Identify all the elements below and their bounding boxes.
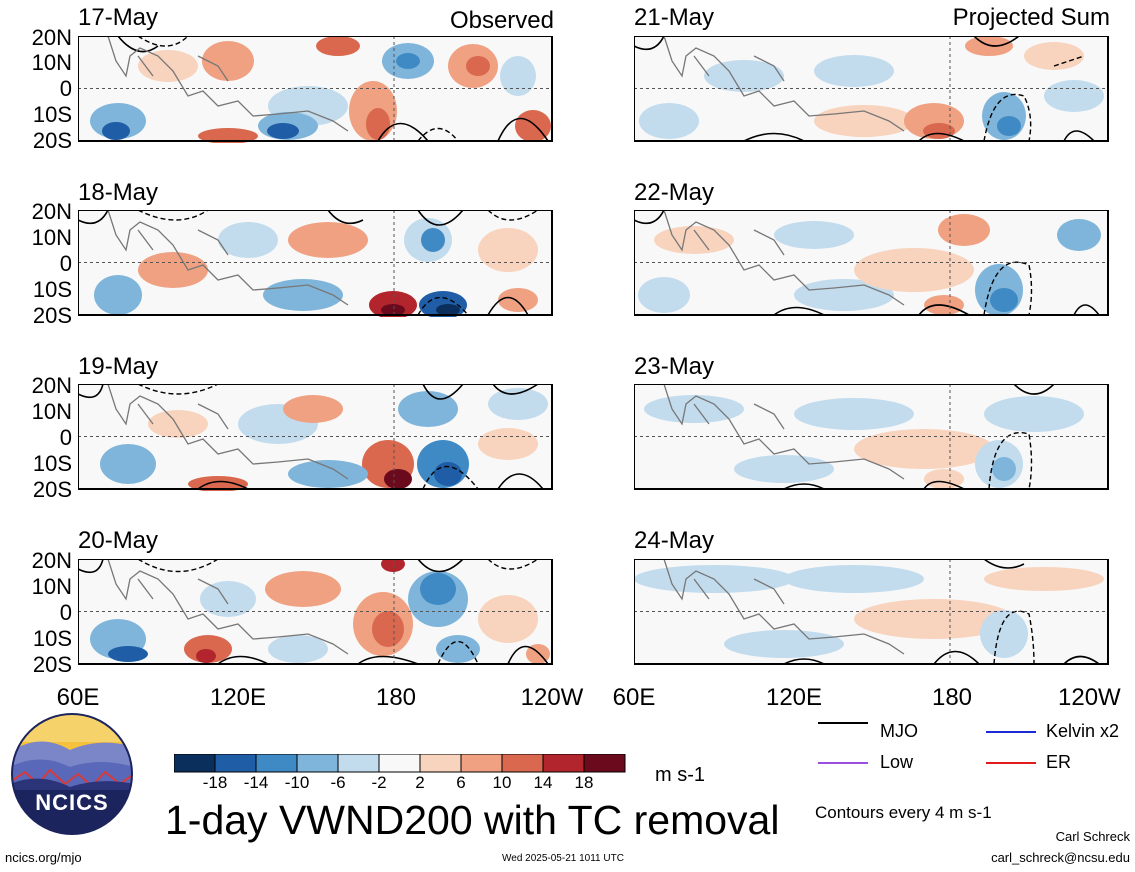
x-tick-60e: 60E [612,684,656,711]
colorbar-tick-label: 2 [415,773,425,792]
legend-low-label: Low [880,752,914,772]
footer-url[interactable]: ncics.org/mjo [5,850,82,865]
y-tick-eq: 0 [59,76,72,101]
y-tick-10n: 10N [31,50,72,75]
y-tick-eq: 0 [59,600,72,625]
colorbar-swatch [337,753,380,773]
y-tick-eq: 0 [59,251,72,276]
colorbar-tick-label: -18 [202,773,228,792]
figure-title: 1-day VWND200 with TC removal [165,797,780,843]
y-tick-10n: 10N [31,225,72,250]
map-plot[interactable] [78,36,553,143]
y-tick-20n: 20N [31,25,72,50]
x-tick-60e: 60E [56,684,100,711]
y-tick-20n: 20N [31,199,72,224]
colorbar-swatch [214,753,257,773]
panel-tag-label: Observed [449,7,554,34]
colorbar-swatch [501,753,544,773]
y-tick-10s: 10S [32,277,72,302]
panel-tag-label: Projected Sum [952,4,1110,31]
y-tick-10s: 10S [32,451,72,476]
colorbar-swatch [542,753,585,773]
y-tick-20s: 20S [32,303,72,328]
y-tick-eq: 0 [59,425,72,450]
colorbar-tick-label: 10 [492,773,512,792]
y-tick-20s: 20S [32,652,72,677]
colorbar-units: m s-1 [655,764,705,786]
y-tick-10s: 10S [32,102,72,127]
legend-kelvin-label: Kelvin x2 [1046,721,1120,741]
panel-date-label: 24-May [634,527,715,554]
colorbar-tick-label: -2 [371,773,387,792]
y-tick-10n: 10N [31,574,72,599]
colorbar-tick-label: -6 [330,773,346,792]
y-tick-20n: 20N [31,373,72,398]
logo-text: NCICS [35,790,109,815]
colorbar-tick-label: -10 [284,773,310,792]
footer-timestamp: Wed 2025-05-21 1011 UTC [502,853,624,864]
map-plot[interactable] [78,210,553,317]
panel-date-label: 20-May [78,527,159,554]
legend-er-line [986,762,1036,764]
panel-date-label: 21-May [634,4,715,31]
panel-date-label: 19-May [78,353,159,380]
legend-er-label: ER [1046,752,1072,772]
colorbar-swatch [583,753,626,773]
colorbar-swatch [255,753,298,773]
panel-date-label: 23-May [634,353,715,380]
x-tick-120e: 120E [209,684,267,711]
map-plot[interactable] [634,384,1109,490]
footer-author: Carl Schreck [1055,829,1130,844]
x-tick-120w: 120W [520,684,584,711]
panel-date-label: 17-May [78,4,159,31]
x-tick-180: 180 [931,684,973,711]
map-plot[interactable] [78,384,553,491]
y-tick-20n: 20N [31,548,72,573]
y-tick-20s: 20S [32,128,72,153]
map-plot[interactable] [634,559,1109,665]
panel-date-label: 22-May [634,179,715,206]
legend-low-line [818,762,868,764]
colorbar-swatch [296,753,339,773]
y-tick-10s: 10S [32,626,72,651]
colorbar-tick-label: 6 [456,773,466,792]
map-plot[interactable] [634,210,1109,316]
x-tick-180: 180 [375,684,417,711]
colorbar-swatch [173,753,216,773]
legend-kelvin-line [986,731,1036,733]
ncics-logo[interactable]: NCICS [10,712,134,836]
y-tick-20s: 20S [32,477,72,502]
colorbar-tick-label: 18 [574,773,594,792]
x-tick-120w: 120W [1058,686,1121,710]
colorbar-swatch [419,753,462,773]
panel-date-label: 18-May [78,179,159,206]
y-tick-10n: 10N [31,399,72,424]
colorbar-swatch [460,753,503,773]
map-plot[interactable] [634,36,1109,142]
footer-email[interactable]: carl_schreck@ncsu.edu [991,850,1130,865]
legend-mjo-line [818,722,868,724]
x-tick-120e: 120E [765,684,823,711]
colorbar-swatch [378,753,421,773]
colorbar [173,753,626,773]
contours-note: Contours every 4 m s-1 [815,803,992,822]
colorbar-tick-label: -14 [243,773,269,792]
legend-mjo-label: MJO [880,721,918,741]
map-plot[interactable] [78,559,553,665]
colorbar-tick-label: 14 [533,773,553,792]
